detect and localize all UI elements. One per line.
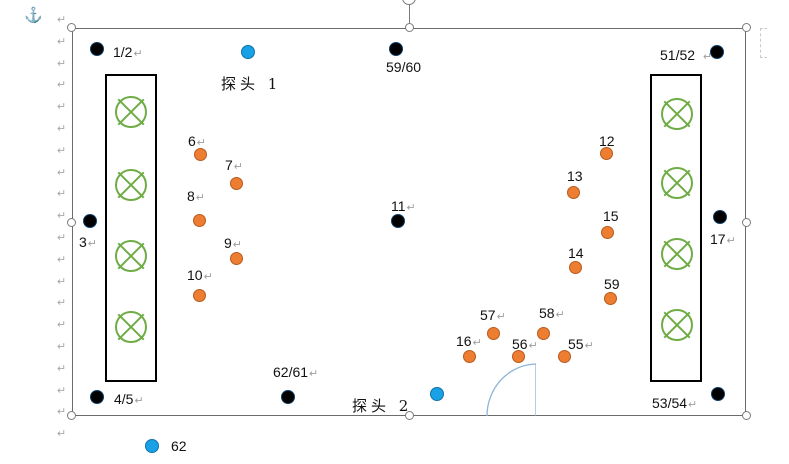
point-59-60-marker <box>389 42 403 56</box>
paragraph-mark: ↵ <box>57 297 67 310</box>
resize-handle-top-center[interactable] <box>405 23 414 32</box>
anchor-icon[interactable]: ⚓ <box>24 7 43 24</box>
point-55-marker <box>558 350 571 363</box>
paragraph-mark: ↵ <box>57 275 67 288</box>
paragraph-mark: ↵ <box>57 188 67 201</box>
paragraph-mark: ↵ <box>57 166 67 179</box>
paragraph-mark: ↵ <box>57 319 67 332</box>
paragraph-mark: ↵ <box>57 57 67 70</box>
point-4-5-marker <box>90 390 104 404</box>
resize-handle-middle-left[interactable] <box>67 218 76 227</box>
resize-handle-top-left[interactable] <box>67 23 76 32</box>
point-14-label: 14 <box>568 245 584 261</box>
point-56-marker <box>512 350 525 363</box>
fixture-icon <box>115 169 147 201</box>
fixture-icon <box>661 98 693 130</box>
paragraph-mark: ↵ <box>57 384 67 397</box>
point-53-54-label: 53/54↵ <box>652 395 698 411</box>
point-16-marker <box>463 350 476 363</box>
point-56-label: 56↵ <box>512 336 538 352</box>
point-6-label: 6↵ <box>188 133 207 149</box>
point-59-label: 59 <box>604 276 620 292</box>
point-3-label: 3↵ <box>79 234 98 250</box>
point-57-label: 57↵ <box>480 307 506 323</box>
point-12-marker <box>600 147 613 160</box>
resize-handle-bottom-right[interactable] <box>742 411 751 420</box>
point-62-label: 62 <box>171 438 187 454</box>
point-58-label: 58↵ <box>539 305 565 321</box>
point-7-marker <box>230 177 243 190</box>
point-16-label: 16↵ <box>456 333 482 349</box>
fixture-icon <box>115 240 147 272</box>
point-62-marker <box>145 439 159 453</box>
point-14-marker <box>569 261 582 274</box>
point-3-marker <box>83 214 97 228</box>
paragraph-mark: ↵ <box>57 428 67 441</box>
paragraph-mark: ↵ <box>57 253 67 266</box>
point-8-marker <box>193 214 206 227</box>
paragraph-mark: ↵ <box>57 123 67 135</box>
point-1-2-label: 1/2↵ <box>113 44 143 60</box>
paragraph-mark: ↵ <box>57 144 67 157</box>
point-6-marker <box>194 148 207 161</box>
point-10-label: 10↵ <box>187 267 213 283</box>
fixture-icon <box>115 311 147 343</box>
point-11-marker <box>391 214 405 228</box>
fixture-icon <box>661 238 693 270</box>
probe-1-label: 探头 1 <box>221 75 282 93</box>
door-icon <box>486 363 536 416</box>
point-55-label: 55↵ <box>568 336 594 352</box>
point-15-label: 15 <box>603 208 619 224</box>
left-rack <box>105 74 157 382</box>
point-59-60-label: 59/60 <box>386 59 422 75</box>
point-7-label: 7↵ <box>225 157 244 173</box>
fixture-icon <box>115 96 147 128</box>
point-53-54-marker <box>711 387 725 401</box>
point-17-label: 17↵ <box>710 231 736 247</box>
point-62-61-marker <box>281 390 295 404</box>
rotate-handle-stem <box>409 4 410 24</box>
resize-handle-bottom-left[interactable] <box>67 411 76 420</box>
paragraph-mark: ↵ <box>57 362 67 375</box>
point-57-marker <box>487 327 500 340</box>
fixture-icon <box>661 167 693 199</box>
paragraph-mark: ↵ <box>57 14 67 26</box>
point-9-label: 9↵ <box>224 235 243 251</box>
point-13-label: 13 <box>567 168 583 184</box>
point-15-marker <box>601 226 614 239</box>
paragraph-mark: ↵ <box>57 79 67 92</box>
point-58-marker <box>537 327 550 340</box>
point-10-marker <box>193 289 206 302</box>
resize-handle-top-right[interactable] <box>742 23 751 32</box>
resize-handle-bottom-center[interactable] <box>405 411 414 420</box>
probe-1-marker <box>241 45 255 59</box>
point-51-52-label: 51/52 <box>660 47 696 63</box>
paragraph-mark: ↵ <box>57 406 67 419</box>
floor-plan-frame[interactable] <box>72 28 746 416</box>
resize-handle-middle-right[interactable] <box>742 218 751 227</box>
point-13-marker <box>567 186 580 199</box>
point-11-label: 11↵ <box>391 198 416 214</box>
paragraph-mark: ↵ <box>703 51 713 63</box>
point-59-marker <box>604 292 617 305</box>
point-4-5-label: 4/5↵ <box>114 391 144 407</box>
probe-2-label: 探头 2 <box>352 397 413 415</box>
point-9-marker <box>230 252 243 265</box>
point-17-marker <box>713 210 727 224</box>
paragraph-mark: ↵ <box>57 341 67 353</box>
point-12-label: 12 <box>599 133 615 149</box>
fixture-icon <box>661 309 693 341</box>
point-51-52-marker <box>710 45 724 59</box>
text-box-edge <box>760 28 767 58</box>
right-rack <box>650 74 702 382</box>
point-8-label: 8↵ <box>187 188 206 204</box>
paragraph-mark: ↵ <box>57 232 67 244</box>
paragraph-mark: ↵ <box>57 101 67 114</box>
probe-2-marker <box>430 387 444 401</box>
point-62-61-label: 62/61↵ <box>273 364 319 380</box>
point-1-2-marker <box>90 42 104 56</box>
paragraph-mark: ↵ <box>57 35 67 48</box>
paragraph-mark: ↵ <box>57 210 67 223</box>
